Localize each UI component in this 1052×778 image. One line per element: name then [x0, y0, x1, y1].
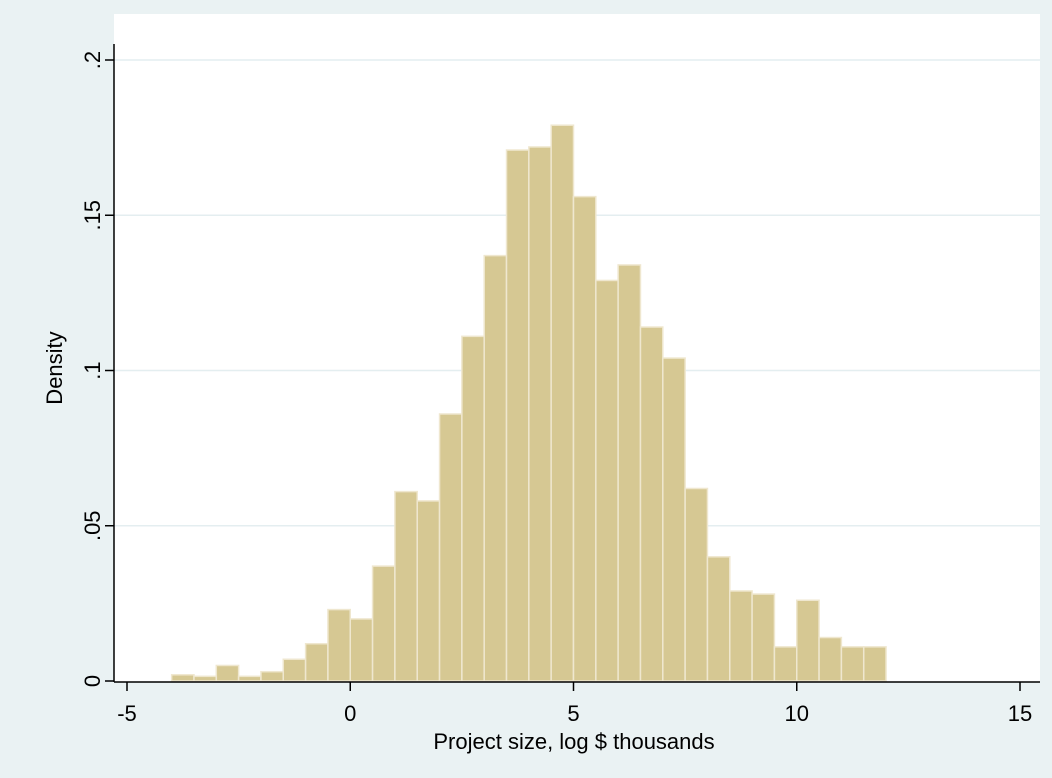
- histogram-bar: [751, 593, 776, 682]
- histogram-bar: [349, 618, 374, 682]
- axes: [105, 44, 1040, 691]
- histogram-bar: [796, 599, 820, 682]
- histogram-bar: [371, 565, 396, 682]
- histogram-bar: [438, 413, 463, 682]
- x-tick-label: -5: [117, 701, 137, 726]
- histogram-bar: [684, 487, 709, 682]
- histogram-bar: [662, 357, 686, 682]
- y-axis-title: Density: [42, 331, 67, 404]
- histogram-bar: [394, 490, 418, 682]
- histogram-bar: [483, 254, 508, 682]
- histogram-bar: [327, 608, 351, 682]
- y-tick-label: .15: [80, 200, 105, 231]
- y-tick-label: 0: [80, 675, 105, 687]
- histogram-bar: [416, 500, 441, 682]
- histogram-bar: [729, 590, 753, 682]
- histogram-bar: [505, 149, 530, 682]
- x-tick-label: 0: [344, 701, 356, 726]
- histogram-bar: [818, 636, 843, 682]
- y-tick-label: .1: [80, 361, 105, 379]
- histogram-bar: [840, 646, 865, 682]
- histogram-bar: [304, 642, 329, 682]
- histogram-bar: [282, 658, 307, 682]
- histogram-bar: [193, 675, 218, 682]
- histogram-bar: [170, 674, 195, 682]
- x-axis-title: Project size, log $ thousands: [433, 729, 714, 754]
- histogram-bar: [617, 264, 642, 682]
- histogram-bar: [215, 664, 240, 682]
- x-tick-label: 5: [567, 701, 579, 726]
- histogram-bar: [528, 146, 552, 682]
- histogram-bar: [595, 279, 619, 682]
- histogram-bar: [461, 335, 485, 682]
- histogram-bar: [639, 326, 664, 682]
- histogram-bar: [572, 195, 597, 682]
- histogram-bar: [706, 556, 731, 682]
- histogram-bar: [773, 646, 798, 682]
- y-tick-label: .2: [80, 51, 105, 69]
- y-tick-label: .05: [80, 510, 105, 541]
- x-tick-label: 15: [1008, 701, 1032, 726]
- histogram-bar: [550, 124, 575, 682]
- histogram-bar: [260, 670, 285, 682]
- histogram-bar: [237, 675, 262, 682]
- labels: 0 .05 .1 .15 .2 -5 0 5 10 15 Project size, log $ t…: [42, 51, 1032, 754]
- bars: [170, 124, 887, 682]
- x-tick-label: 10: [785, 701, 809, 726]
- histogram-bar: [862, 646, 887, 682]
